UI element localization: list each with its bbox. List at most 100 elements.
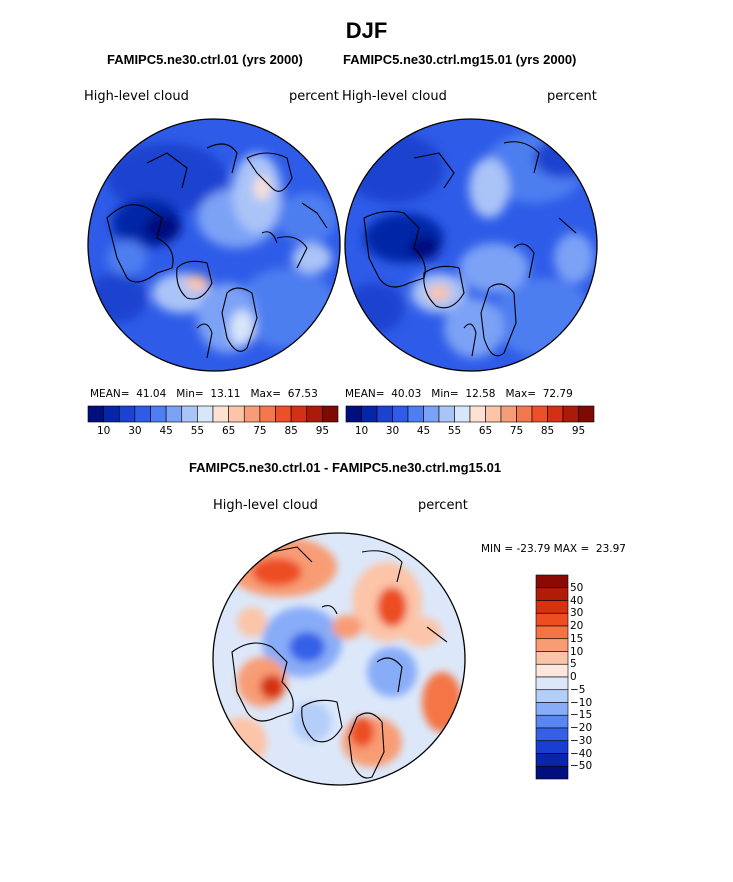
diff-colorbar-tick-label: −30 bbox=[570, 734, 593, 747]
right-colorbar-swatch bbox=[485, 405, 502, 423]
right-colorbar-tick-label: 75 bbox=[509, 425, 524, 437]
season-title: DJF bbox=[345, 18, 388, 43]
left-panel-title: FAMIPC5.ne30.ctrl.01 (yrs 2000) bbox=[107, 52, 303, 67]
right-colorbar-swatch bbox=[345, 405, 362, 423]
left-variable-label: High-level cloud bbox=[84, 89, 189, 104]
diff-colorbar-swatch bbox=[535, 612, 569, 627]
left-colorbar-swatch bbox=[212, 405, 229, 423]
right-colorbar-swatch bbox=[361, 405, 378, 423]
diff-colorbar-swatch bbox=[535, 625, 569, 640]
diff-colorbar-swatch bbox=[535, 638, 569, 652]
right-colorbar-swatch bbox=[407, 405, 424, 423]
left-max-value: 67.53 bbox=[287, 388, 318, 400]
diff-colorbar-ticks: 50 40 30 20 15 10 5 0 −5 −10 −15 −20 −30 −40 −50 bbox=[570, 575, 610, 779]
right-colorbar-tick-label: 65 bbox=[478, 425, 493, 437]
right-colorbar-swatch bbox=[454, 405, 471, 423]
right-colorbar-tick-label: 85 bbox=[540, 425, 555, 437]
diff-colorbar-swatch bbox=[535, 765, 569, 780]
diff-colorbar-swatch bbox=[535, 689, 569, 703]
left-colorbar-tick-label: 85 bbox=[284, 425, 298, 437]
right-colorbar-tick-label: 10 bbox=[354, 425, 369, 437]
diff-colorbar-tick-label: 5 bbox=[570, 658, 577, 671]
left-colorbar bbox=[87, 405, 339, 423]
left-colorbar-swatch bbox=[118, 405, 136, 423]
diff-colorbar-swatch bbox=[535, 676, 569, 691]
diff-colorbar-tick-label: 10 bbox=[570, 645, 584, 658]
right-mean-label: MEAN= bbox=[345, 388, 385, 400]
right-colorbar-swatch bbox=[547, 405, 564, 423]
left-min-value: 13.11 bbox=[210, 388, 241, 400]
diff-units-label: percent bbox=[418, 498, 468, 513]
right-colorbar-swatch bbox=[516, 405, 533, 423]
diff-colorbar-tick-label: −50 bbox=[570, 760, 593, 773]
diff-colorbar-tick-label: −20 bbox=[570, 722, 593, 734]
left-polar-map bbox=[87, 118, 341, 372]
right-panel-title: FAMIPC5.ne30.ctrl.mg15.01 (yrs 2000) bbox=[343, 52, 577, 67]
left-colorbar-ticks: 10 30 45 55 65 75 85 95 bbox=[88, 425, 338, 439]
right-units-label: percent bbox=[547, 89, 597, 104]
diff-polar-map bbox=[212, 532, 466, 786]
left-colorbar-swatch bbox=[103, 405, 120, 423]
diff-colorbar-tick-label: −15 bbox=[570, 709, 593, 722]
diff-colorbar-swatch bbox=[535, 727, 569, 742]
diff-panel-title: FAMIPC5.ne30.ctrl.01 - FAMIPC5.ne30.ctrl… bbox=[188, 460, 502, 475]
right-min-value: 12.58 bbox=[465, 388, 496, 400]
diff-colorbar-swatch bbox=[535, 600, 569, 614]
left-min-label: Min= bbox=[176, 388, 204, 400]
left-colorbar-swatch bbox=[290, 405, 308, 423]
right-colorbar-tick-label: 95 bbox=[571, 425, 586, 437]
left-colorbar-tick-label: 10 bbox=[96, 425, 111, 437]
diff-minmax: MIN = -23.79 MAX = 23.97 bbox=[481, 543, 626, 555]
left-colorbar-swatch bbox=[259, 405, 276, 423]
left-colorbar-swatch bbox=[306, 405, 323, 423]
diff-variable-label: High-level cloud bbox=[213, 498, 318, 513]
right-polar-map bbox=[344, 118, 598, 372]
right-colorbar-tick-label: 45 bbox=[416, 425, 431, 437]
diff-colorbar-swatch bbox=[535, 740, 569, 754]
left-units-label: percent bbox=[289, 89, 339, 104]
diff-colorbar-swatch bbox=[535, 663, 569, 678]
diff-colorbar-swatch bbox=[535, 702, 569, 716]
left-colorbar-tick-label: 65 bbox=[221, 425, 236, 437]
diff-colorbar bbox=[535, 574, 569, 780]
right-colorbar-swatch bbox=[376, 405, 393, 423]
left-colorbar-tick-label: 45 bbox=[159, 425, 173, 437]
left-colorbar-swatch bbox=[150, 405, 167, 423]
left-colorbar-swatch bbox=[134, 405, 151, 423]
diff-colorbar-tick-label: 20 bbox=[570, 620, 584, 632]
left-max-label: Max= bbox=[250, 388, 282, 400]
left-colorbar-tick-label: 95 bbox=[315, 425, 330, 437]
left-colorbar-tick-label: 30 bbox=[128, 425, 142, 437]
diff-colorbar-swatch bbox=[535, 651, 569, 665]
left-mean-label: MEAN= bbox=[90, 388, 130, 400]
diff-colorbar-tick-label: −40 bbox=[570, 747, 593, 760]
diff-colorbar-swatch bbox=[535, 714, 569, 729]
right-colorbar-ticks: 10 30 45 55 65 75 85 95 bbox=[346, 425, 594, 439]
diff-colorbar-tick-label: −10 bbox=[570, 696, 593, 709]
left-colorbar-swatch bbox=[322, 405, 339, 423]
diff-colorbar-tick-label: 50 bbox=[570, 581, 584, 594]
diff-colorbar-swatch bbox=[535, 587, 569, 601]
right-max-value: 72.79 bbox=[542, 388, 573, 400]
left-colorbar-swatch bbox=[275, 405, 292, 423]
diff-colorbar-tick-label: −5 bbox=[570, 683, 586, 696]
diff-colorbar-tick-label: 15 bbox=[570, 632, 584, 645]
left-colorbar-swatch bbox=[87, 405, 104, 423]
diff-colorbar-swatch bbox=[535, 574, 569, 589]
right-colorbar-swatch bbox=[531, 405, 548, 423]
left-colorbar-tick-label: 75 bbox=[253, 425, 267, 437]
right-colorbar-swatch bbox=[562, 405, 579, 423]
left-colorbar-swatch bbox=[243, 405, 261, 423]
right-colorbar-swatch bbox=[423, 405, 440, 423]
left-colorbar-swatch bbox=[165, 405, 183, 423]
left-colorbar-tick-label: 55 bbox=[190, 425, 205, 437]
diff-colorbar-tick-label: 30 bbox=[570, 607, 584, 620]
right-colorbar-swatch bbox=[578, 405, 595, 423]
left-colorbar-swatch bbox=[228, 405, 245, 423]
right-min-label: Min= bbox=[431, 388, 459, 400]
diff-colorbar-tick-label: 40 bbox=[570, 594, 584, 607]
right-colorbar-tick-label: 55 bbox=[447, 425, 462, 437]
left-stats: MEAN= 41.04 Min= 13.11 Max= 67.53 bbox=[90, 388, 318, 400]
right-mean-value: 40.03 bbox=[391, 388, 422, 400]
left-colorbar-swatch bbox=[181, 405, 198, 423]
